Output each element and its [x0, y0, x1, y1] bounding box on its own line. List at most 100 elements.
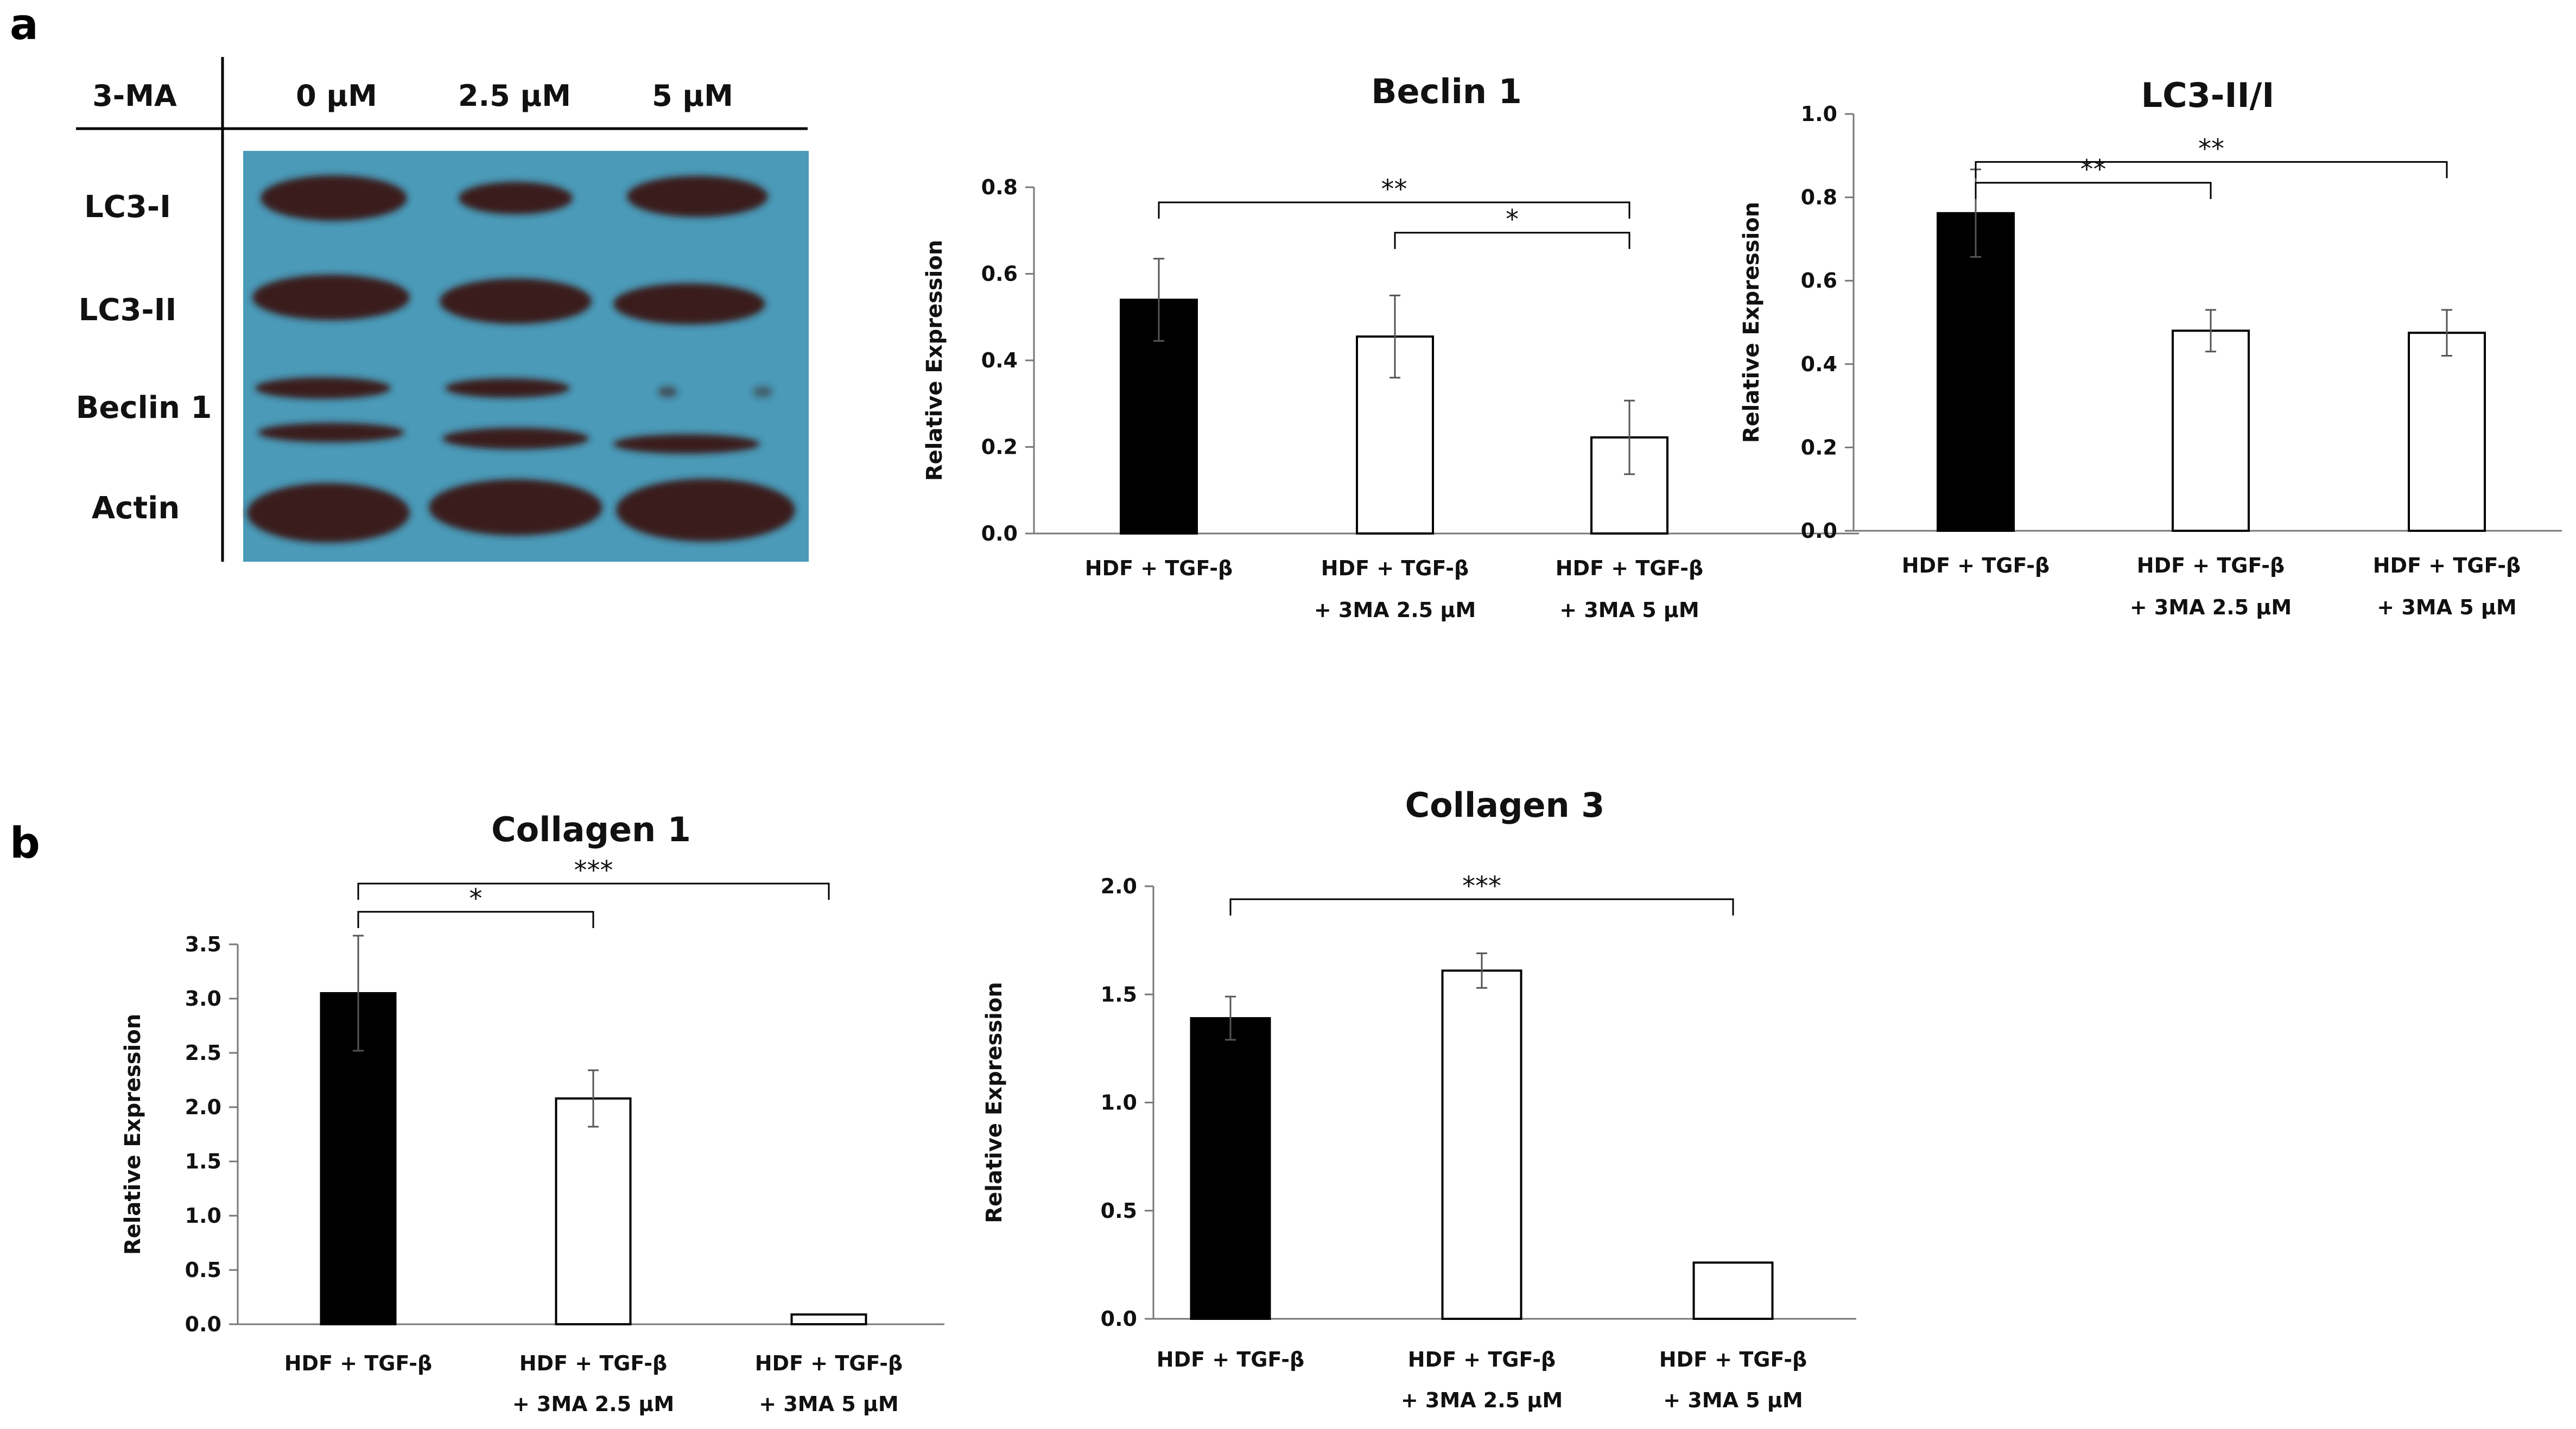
wb-band-beclin-lower [613, 434, 760, 454]
x-category-label: HDF + TGF-β [1408, 1348, 1556, 1371]
significance-bracket [1975, 161, 2448, 179]
significance-label: ** [1381, 174, 1407, 205]
wb-row-label: LC3-II [79, 293, 177, 328]
collagen3-chart: Collagen 3 Relative Expression 0.0 0.5 1.0 1.… [982, 785, 1856, 1412]
x-category-label: + 3MA 2.5 µM [512, 1392, 674, 1416]
y-tick-label: 0.2 [1801, 435, 1837, 459]
significance-label: ** [2080, 155, 2107, 185]
wb-row-label: Beclin 1 [76, 390, 212, 425]
y-tick-label: 0.0 [1101, 1307, 1137, 1331]
x-category-label: + 3MA 2.5 µM [2130, 595, 2292, 619]
significance-bracket [357, 911, 594, 928]
y-tick-label: 1.0 [185, 1204, 221, 1228]
panel-label-b: b [10, 819, 40, 868]
chart-title: Collagen 3 [1405, 785, 1605, 825]
y-axis-label: Relative Expression [120, 1014, 145, 1255]
panel-label-a: a [10, 1, 39, 49]
chart-title: LC3-II/I [2141, 75, 2275, 115]
y-tick-label: 0.0 [185, 1312, 221, 1336]
y-tick-label: 0.8 [1801, 186, 1837, 209]
y-tick-label: 0.4 [981, 348, 1018, 372]
chart-title: Beclin 1 [1371, 72, 1521, 111]
y-tick-label: 3.5 [185, 932, 221, 956]
wb-band-beclin-lower [442, 428, 589, 449]
wb-row-label: Actin [92, 491, 180, 526]
x-category-label: + 3MA 5 µM [1559, 598, 1699, 622]
bar [1441, 969, 1522, 1320]
bar [555, 1097, 632, 1325]
significance-label: *** [1462, 871, 1501, 901]
x-category-label: HDF + TGF-β [1157, 1348, 1304, 1371]
wb-row-label: LC3-I [84, 189, 171, 225]
significance-bracket [1394, 232, 1630, 249]
chart-title: Collagen 1 [491, 810, 691, 849]
y-tick-label: 0.6 [981, 262, 1018, 286]
wb-lane-label: 2.5 µM [458, 79, 571, 113]
y-tick-label: 0.2 [981, 435, 1018, 459]
x-category-label: HDF + TGF-β [1321, 556, 1469, 580]
x-category-label: HDF + TGF-β [1659, 1348, 1807, 1371]
bar [2408, 332, 2486, 532]
y-tick-label: 1.5 [1101, 982, 1137, 1006]
wb-band-beclin-upper [658, 386, 677, 397]
beclin1-chart: Beclin 1 Relative Expression 0.0 0.2 0.4 0.6 0… [922, 72, 1859, 622]
wb-treatment-label: 3-MA [92, 79, 177, 113]
significance-bracket [1229, 898, 1734, 916]
bar [790, 1313, 867, 1325]
collagen1-chart: Collagen 1 Relative Expression 0.0 0.5 1.0 1.… [120, 810, 944, 1416]
wb-lane-label: 5 µM [652, 79, 733, 113]
y-tick-label: 0.8 [981, 175, 1018, 199]
wb-band-lc3i [627, 176, 768, 217]
significance-bracket [1975, 182, 2212, 199]
significance-label: ** [2198, 134, 2224, 164]
y-tick-label: 0.0 [1801, 519, 1837, 543]
y-tick-label: 0.0 [981, 522, 1018, 545]
wb-band-beclin-upper [445, 378, 570, 398]
wb-band-lc3ii [613, 283, 765, 325]
bar [1692, 1261, 1774, 1320]
y-tick-label: 2.0 [185, 1095, 221, 1119]
x-category-label: HDF + TGF-β [2137, 554, 2285, 577]
bar [2172, 329, 2250, 532]
wb-band-lc3i [459, 182, 573, 214]
y-tick-label: 2.5 [185, 1041, 221, 1065]
x-category-label: + 3MA 5 µM [759, 1392, 898, 1416]
wb-band-lc3ii [440, 278, 592, 324]
significance-label: * [1506, 205, 1519, 235]
x-category-label: HDF + TGF-β [1556, 556, 1703, 580]
y-axis-label: Relative Expression [1739, 202, 1764, 443]
lc3-ratio-chart: LC3-II/I Relative Expression 0.0 0.2 0.4 0.6 0… [1739, 75, 2562, 619]
y-tick-label: 3.0 [185, 987, 221, 1011]
wb-band-lc3i [261, 175, 407, 221]
western-blot: 3-MA 0 µM 2.5 µM 5 µM LC3-I LC3-II Becli… [76, 57, 809, 562]
y-tick-label: 1.5 [185, 1149, 221, 1173]
y-tick-label: 2.0 [1101, 874, 1137, 898]
bar [1937, 212, 2015, 532]
y-tick-label: 1.0 [1101, 1091, 1137, 1115]
wb-lane-label: 0 µM [296, 79, 377, 113]
y-tick-label: 0.6 [1801, 269, 1837, 293]
wb-band-beclin-lower [258, 423, 404, 442]
x-category-label: + 3MA 2.5 µM [1314, 598, 1476, 622]
x-category-label: + 3MA 5 µM [1663, 1388, 1803, 1412]
y-tick-label: 1.0 [1801, 102, 1837, 126]
wb-bands [247, 175, 795, 543]
wb-band-actin [429, 479, 602, 536]
significance-bracket [1158, 201, 1630, 219]
significance-label: * [469, 884, 483, 914]
x-category-label: + 3MA 2.5 µM [1401, 1388, 1563, 1412]
y-axis-label: Relative Expression [982, 982, 1007, 1223]
significance-label: *** [574, 855, 613, 886]
significance-bracket [357, 882, 830, 900]
wb-band-beclin-upper [753, 386, 772, 397]
bar [1190, 1017, 1271, 1320]
x-category-label: HDF + TGF-β [755, 1351, 903, 1375]
x-category-label: HDF + TGF-β [1902, 554, 2050, 577]
wb-band-actin [616, 479, 795, 542]
wb-band-actin [247, 483, 410, 543]
x-category-label: + 3MA 5 µM [2377, 595, 2516, 619]
x-category-label: HDF + TGF-β [284, 1351, 432, 1375]
x-category-label: HDF + TGF-β [1085, 556, 1233, 580]
y-tick-label: 0.5 [185, 1258, 221, 1282]
